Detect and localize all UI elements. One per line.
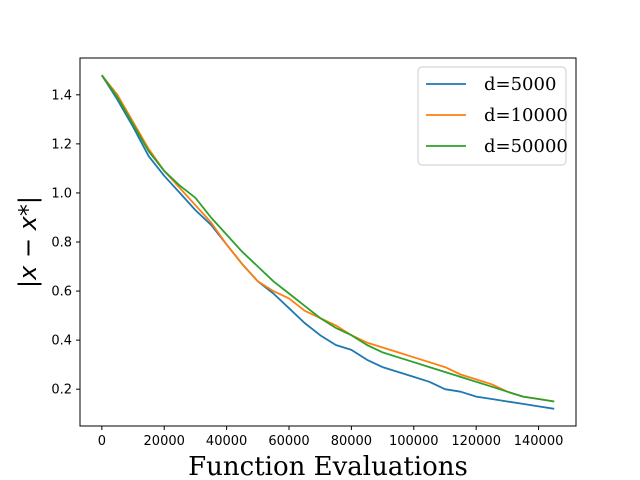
series-line-2 <box>101 74 555 403</box>
series-line-1 <box>101 74 555 410</box>
y-tick-label: 1.4 <box>51 88 72 103</box>
y-tick-label: 0.4 <box>51 334 72 349</box>
y-axis-label: |x − x*| <box>14 196 42 288</box>
x-tick-label: 100000 <box>389 434 439 449</box>
x-tick-label: 140000 <box>514 434 564 449</box>
x-tick-label: 120000 <box>451 434 501 449</box>
x-tick-label: 0 <box>98 434 106 449</box>
x-tick-label: 60000 <box>268 434 309 449</box>
y-tick-label: 0.2 <box>51 383 72 398</box>
x-tick-label: 40000 <box>206 434 247 449</box>
y-tick-label: 0.6 <box>51 285 72 300</box>
x-axis-ticks: 0 20000 40000 60000 80000 100000 120000 140000 <box>98 426 564 449</box>
legend-box <box>417 66 567 166</box>
legend: d=5000 d=10000 d=50000 <box>417 66 568 166</box>
legend-label-2: d=10000 <box>484 105 568 126</box>
legend-label-3: d=50000 <box>484 136 568 157</box>
y-axis-ticks: 0.2 0.4 0.6 0.8 1.0 1.2 1.4 <box>51 88 80 398</box>
series-line-3 <box>101 74 555 403</box>
y-tick-label: 1.2 <box>51 137 72 152</box>
y-tick-label: 1.0 <box>51 186 72 201</box>
series-lines <box>101 74 555 410</box>
legend-label-1: d=5000 <box>484 74 556 95</box>
x-tick-label: 80000 <box>331 434 372 449</box>
x-axis-label: Function Evaluations <box>188 452 468 480</box>
x-tick-label: 20000 <box>144 434 185 449</box>
y-tick-label: 0.8 <box>51 236 72 251</box>
